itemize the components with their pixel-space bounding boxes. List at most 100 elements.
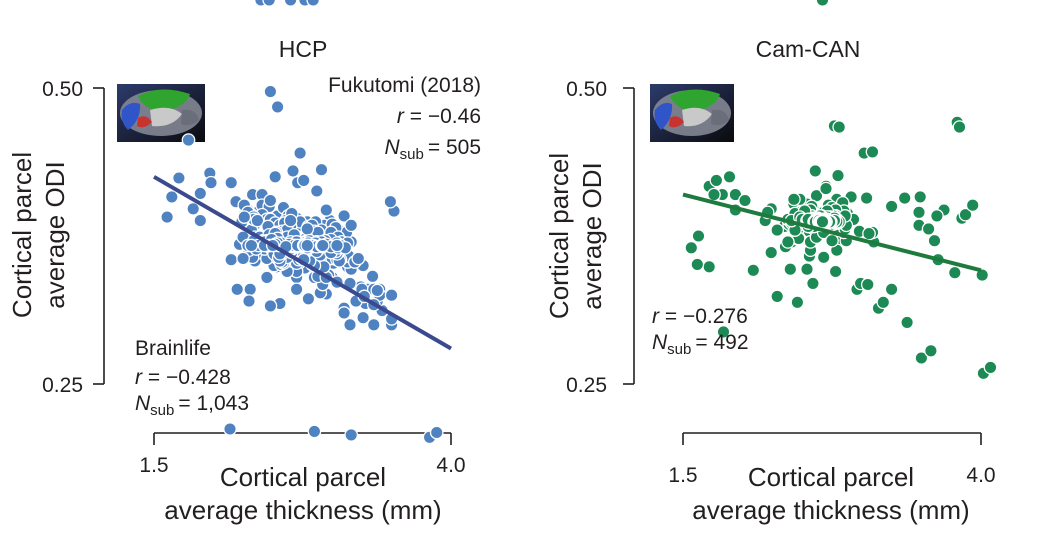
camcan-data-point (816, 250, 831, 265)
hcp-data-point (186, 201, 201, 216)
hcp-study-n-symbol: N (385, 136, 401, 159)
hcp-x-label-line2: average thickness (mm) (164, 495, 441, 525)
camcan-current-r-value: = −0.276 (665, 305, 748, 328)
camcan-data-point (958, 207, 973, 222)
camcan-outlier-point (983, 360, 998, 375)
hcp-data-point (309, 184, 324, 198)
camcan-annotation-current: r = −0.276 Nsub = 492 (652, 305, 749, 358)
hcp-data-point (262, 0, 277, 7)
camcan-outlier-point (924, 343, 938, 358)
hcp-outlier-point (223, 422, 237, 436)
hcp-data-point (306, 0, 321, 7)
camcan-data-point (790, 295, 805, 310)
camcan-data-point (684, 240, 699, 255)
hcp-data-point (315, 238, 330, 253)
hcp-data-point (366, 317, 381, 332)
hcp-outlier-point (344, 428, 359, 442)
camcan-data-point (746, 263, 761, 278)
hcp-data-point (319, 203, 334, 217)
hcp-data-point (289, 282, 304, 297)
camcan-outlier-point (716, 325, 731, 339)
hcp-data-point (337, 209, 351, 223)
camcan-data-point (900, 315, 914, 330)
hcp-current-r-symbol: r (135, 366, 143, 389)
camcan-data-point (808, 164, 823, 178)
camcan-data-point (806, 276, 820, 291)
camcan-data-point (921, 222, 936, 236)
hcp-current-label: Brainlife (135, 337, 211, 360)
hcp-data-point (260, 270, 274, 285)
camcan-current-n-symbol: N (652, 331, 668, 354)
hcp-current-n-symbol: N (135, 392, 151, 415)
hcp-outlier-point (307, 424, 322, 439)
hcp-x-tick-label-left: 1.5 (139, 454, 168, 477)
camcan-data-point (947, 265, 962, 280)
camcan-fit-line-group (682, 192, 982, 273)
camcan-current-n-value: = 492 (695, 331, 748, 354)
hcp-data-point (301, 291, 316, 306)
hcp-data-point (286, 164, 300, 178)
hcp-current-n-value: = 1,043 (178, 392, 249, 415)
camcan-data-point (876, 295, 891, 310)
hcp-fit-line-group (152, 175, 453, 351)
hcp-annotation-study: Fukutomi (2018) r = −0.46 Nsub = 505 (328, 74, 481, 163)
hcp-data-point (370, 283, 385, 298)
camcan-x-tick-label-left: 1.5 (668, 464, 697, 487)
hcp-data-point (263, 193, 278, 208)
hcp-fit-line (152, 175, 453, 351)
hcp-data-point (356, 310, 370, 325)
camcan-data-point (965, 198, 980, 213)
hcp-current-r: r = −0.428 (135, 366, 231, 389)
camcan-data-point (691, 229, 706, 243)
hcp-data-point (193, 186, 208, 201)
hcp-data-point (230, 282, 245, 297)
camcan-data-point (828, 264, 843, 279)
hcp-current-n: Nsub = 1,043 (135, 392, 249, 419)
hcp-data-point (383, 194, 398, 209)
hcp-y-tick-label-top: 0.50 (42, 78, 83, 101)
hcp-data-point (344, 218, 359, 233)
hcp-data-point (270, 100, 285, 114)
camcan-data-point (913, 190, 928, 204)
hcp-study-r-symbol: r (397, 105, 405, 128)
hcp-data-point (293, 146, 307, 160)
hcp-data-point (250, 213, 265, 228)
hcp-data-point (172, 171, 186, 185)
hcp-data-point (243, 282, 258, 297)
hcp-study-r-value: = −0.46 (410, 105, 481, 128)
hcp-y-tick-label-bottom: 0.25 (42, 374, 83, 397)
hcp-title: HCP (279, 36, 328, 62)
camcan-y-tick-label-bottom: 0.25 (566, 374, 607, 397)
camcan-data-point (815, 214, 830, 229)
hcp-data-point (300, 238, 315, 253)
camcan-data-point (722, 169, 737, 184)
camcan-current-r-symbol: r (652, 305, 660, 328)
hcp-data-point (224, 252, 239, 267)
camcan-scatter-points (684, 0, 998, 381)
camcan-data-point (865, 145, 880, 159)
camcan-x-label-line2: average thickness (mm) (692, 495, 969, 525)
camcan-data-point (884, 199, 899, 214)
camcan-data-point (707, 187, 721, 202)
camcan-x-tick-label-right: 4.0 (966, 464, 995, 487)
camcan-data-point (770, 223, 785, 237)
hcp-study-n-sub: sub (400, 146, 424, 163)
hcp-data-point (283, 213, 298, 228)
camcan-data-point (975, 268, 990, 282)
hcp-x-axis: 1.5 4.0 Cortical parcel average thicknes… (139, 432, 466, 525)
brain-parcellation-icon (117, 84, 205, 142)
camcan-data-point (781, 235, 795, 249)
camcan-outlier-point (690, 257, 705, 272)
hcp-data-point (244, 238, 259, 253)
camcan-data-point (738, 193, 752, 208)
camcan-current-n: Nsub = 492 (652, 331, 749, 358)
hcp-data-point (384, 288, 399, 303)
hcp-study-label: Fukutomi (2018) (328, 74, 481, 97)
camcan-x-label-line1: Cortical parcel (748, 462, 914, 492)
camcan-current-n-sub: sub (667, 341, 691, 358)
hcp-data-point (263, 299, 278, 313)
camcan-data-point (952, 120, 967, 134)
camcan-data-point (859, 191, 874, 205)
camcan-data-point (860, 277, 875, 292)
camcan-data-point (709, 173, 724, 188)
